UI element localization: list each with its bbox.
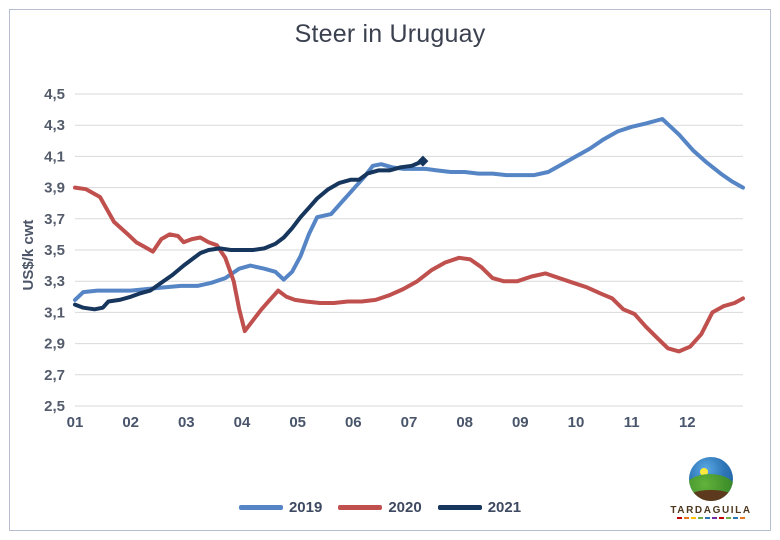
- x-tick-label: 01: [67, 414, 84, 431]
- y-tick-label: 4,1: [44, 148, 65, 165]
- x-tick-label: 07: [401, 414, 418, 431]
- legend-item-2019: 2019: [238, 499, 323, 516]
- x-tick-label: 06: [345, 414, 362, 431]
- y-tick-label: 3,1: [44, 304, 65, 321]
- x-tick-label: 02: [122, 414, 139, 431]
- y-tick-label: 4,5: [44, 86, 65, 103]
- y-tick-label: 4,3: [44, 117, 65, 134]
- legend: 2019 2020 2021: [0, 499, 760, 516]
- legend-label-2019: 2019: [288, 499, 323, 516]
- y-tick-label: 3,3: [44, 273, 65, 290]
- x-tick-label: 09: [512, 414, 529, 431]
- y-tick-label: 2,7: [44, 367, 65, 384]
- legend-item-2020: 2020: [338, 499, 422, 516]
- series-line-2020: [73, 185, 745, 354]
- x-tick-label: 05: [289, 414, 306, 431]
- tardaguila-logo: TARDAGUILA: [655, 457, 767, 519]
- x-tick-label: 04: [234, 414, 251, 431]
- legend-item-2021: 2021: [437, 499, 522, 516]
- series-end-marker-2021: [417, 155, 429, 167]
- y-tick-label: 2,5: [44, 398, 65, 415]
- series-line-2021: [73, 159, 425, 312]
- legend-label-2021: 2021: [487, 499, 522, 516]
- logo-wordmark: TARDAGUILA: [670, 505, 752, 516]
- x-tick-label: 11: [624, 414, 640, 431]
- y-tick-label: 2,9: [44, 336, 65, 353]
- logo-ground-icon: [689, 490, 733, 501]
- y-axis-title: US$/k cwt: [20, 219, 37, 291]
- y-tick-label: 3,5: [44, 242, 65, 259]
- x-tick-label: 03: [178, 414, 195, 431]
- logo-sun-icon: [700, 468, 708, 476]
- x-tick-label: 10: [568, 414, 585, 431]
- x-tick-label: 08: [456, 414, 473, 431]
- x-tick-label: 12: [679, 414, 696, 431]
- legend-line-swatch-2020: [338, 505, 383, 510]
- logo-tagline-marks: [655, 517, 767, 519]
- legend-label-2020: 2020: [388, 499, 422, 516]
- logo-globe-icon: [689, 457, 733, 501]
- series-line-2019: [73, 117, 745, 302]
- y-tick-label: 3,7: [44, 211, 65, 228]
- legend-line-swatch-2021: [437, 505, 482, 510]
- chart-title: Steer in Uruguay: [294, 20, 486, 48]
- y-tick-label: 3,9: [44, 180, 65, 197]
- legend-line-swatch-2019: [238, 505, 283, 510]
